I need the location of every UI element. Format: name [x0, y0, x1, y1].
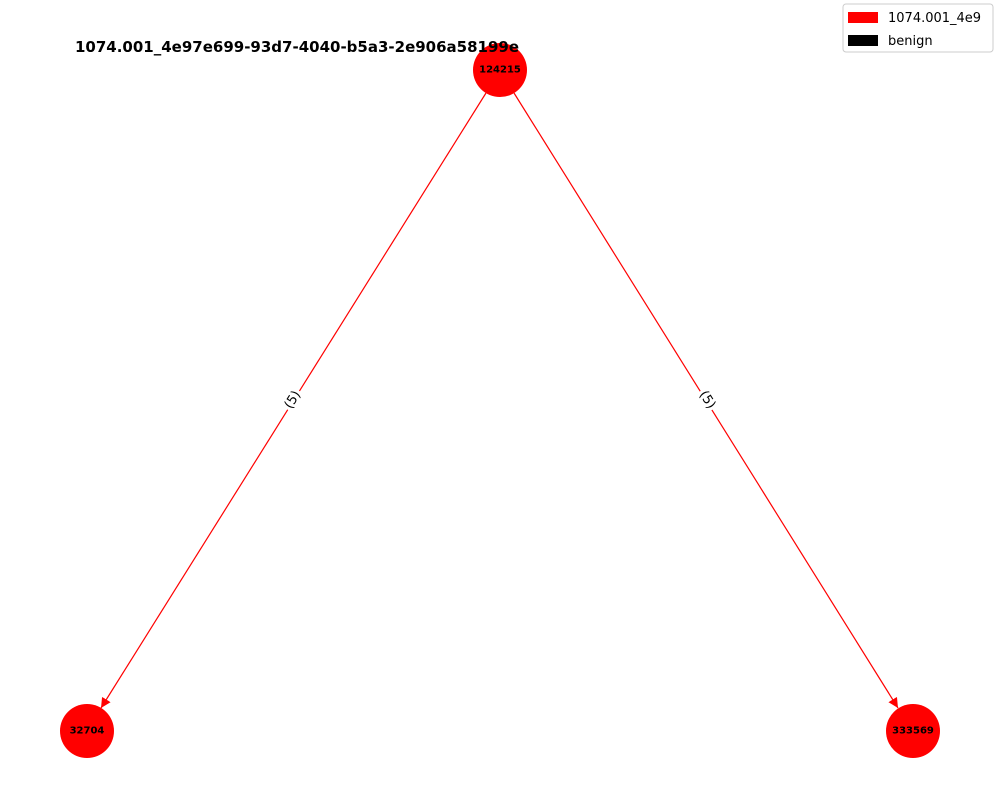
- node-124215[interactable]: 124215: [473, 43, 527, 97]
- legend-frame: [842, 3, 994, 53]
- edges-layer: [100, 92, 899, 709]
- legend-swatch-malicious: [848, 12, 878, 23]
- node-circle: [886, 704, 940, 758]
- node-circle: [473, 43, 527, 97]
- legend-label-malicious: 1074.001_4e9: [888, 11, 981, 26]
- diagram-title: 1074.001_4e97e699-93d7-4040-b5a3-2e906a5…: [75, 38, 519, 56]
- node-label: 124215: [479, 65, 521, 76]
- node-32704[interactable]: 32704: [60, 704, 114, 758]
- edge-label: (5): [696, 388, 718, 412]
- node-circle: [60, 704, 114, 758]
- node-label: 333569: [892, 726, 934, 737]
- legend-label-benign: benign: [888, 34, 933, 49]
- node-label: 32704: [70, 726, 105, 737]
- edge-label-group-1: (5): [694, 386, 720, 414]
- legend-swatch-benign: [848, 35, 878, 46]
- node-333569[interactable]: 333569: [886, 704, 940, 758]
- legend: 1074.001_4e9 benign: [842, 3, 994, 53]
- edge-label: (5): [282, 388, 304, 412]
- edge-label-group-0: (5): [280, 386, 306, 414]
